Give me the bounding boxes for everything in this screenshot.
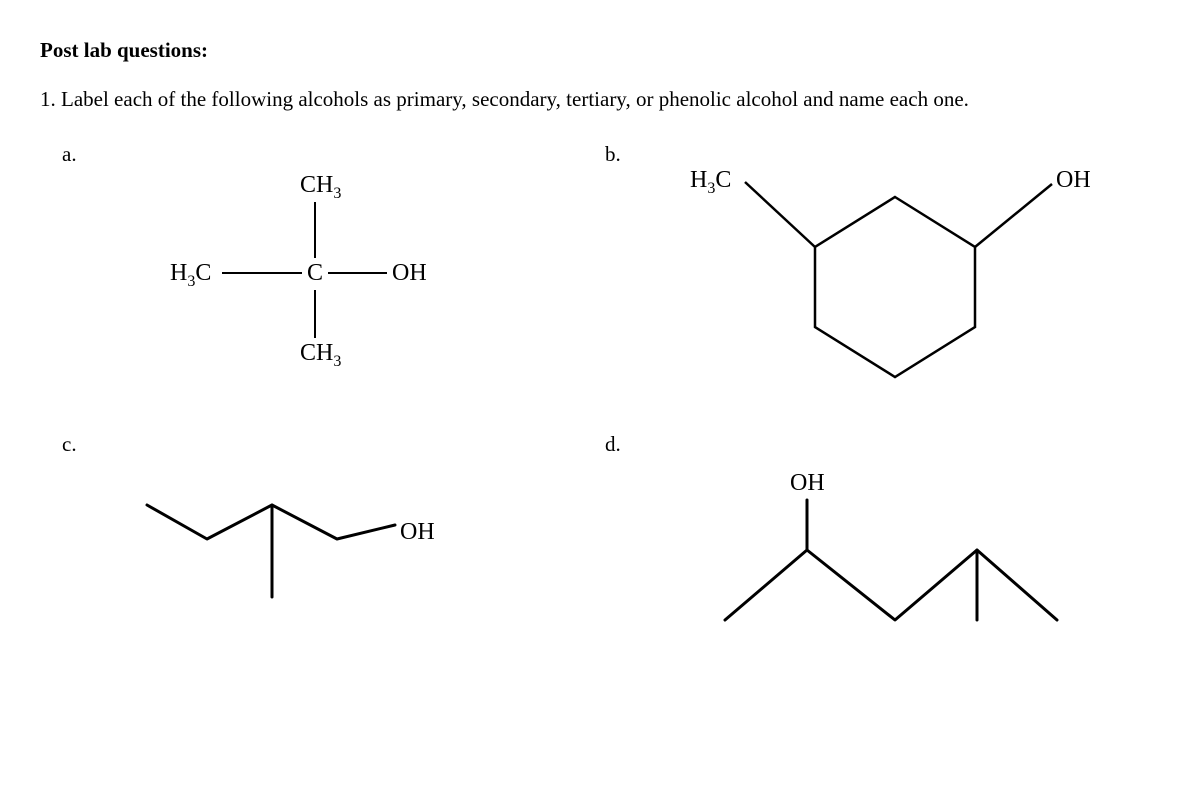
bonds-b <box>690 162 1110 382</box>
cell-b: b. H3C OH <box>605 142 1138 422</box>
bonds-d <box>715 462 1075 632</box>
section-heading: Post lab questions: <box>40 38 1160 63</box>
structure-b: H3C OH <box>690 162 1110 382</box>
label-d: d. <box>605 432 621 457</box>
structure-d: OH <box>715 462 1075 632</box>
structure-c: OH <box>137 467 467 637</box>
label-c: c. <box>62 432 77 457</box>
cell-c: c. OH <box>62 432 595 712</box>
structure-a: CH3 H3C C OH CH3 <box>170 172 450 382</box>
bonds-c <box>137 467 467 637</box>
structures-grid: a. CH3 H3C C OH CH3 <box>40 142 1160 712</box>
label-a: a. <box>62 142 77 167</box>
cell-a: a. CH3 H3C C OH CH3 <box>62 142 595 422</box>
bonds-a <box>170 172 450 382</box>
label-b: b. <box>605 142 621 167</box>
question-text: 1. Label each of the following alcohols … <box>40 87 1160 112</box>
cell-d: d. OH <box>605 432 1138 712</box>
